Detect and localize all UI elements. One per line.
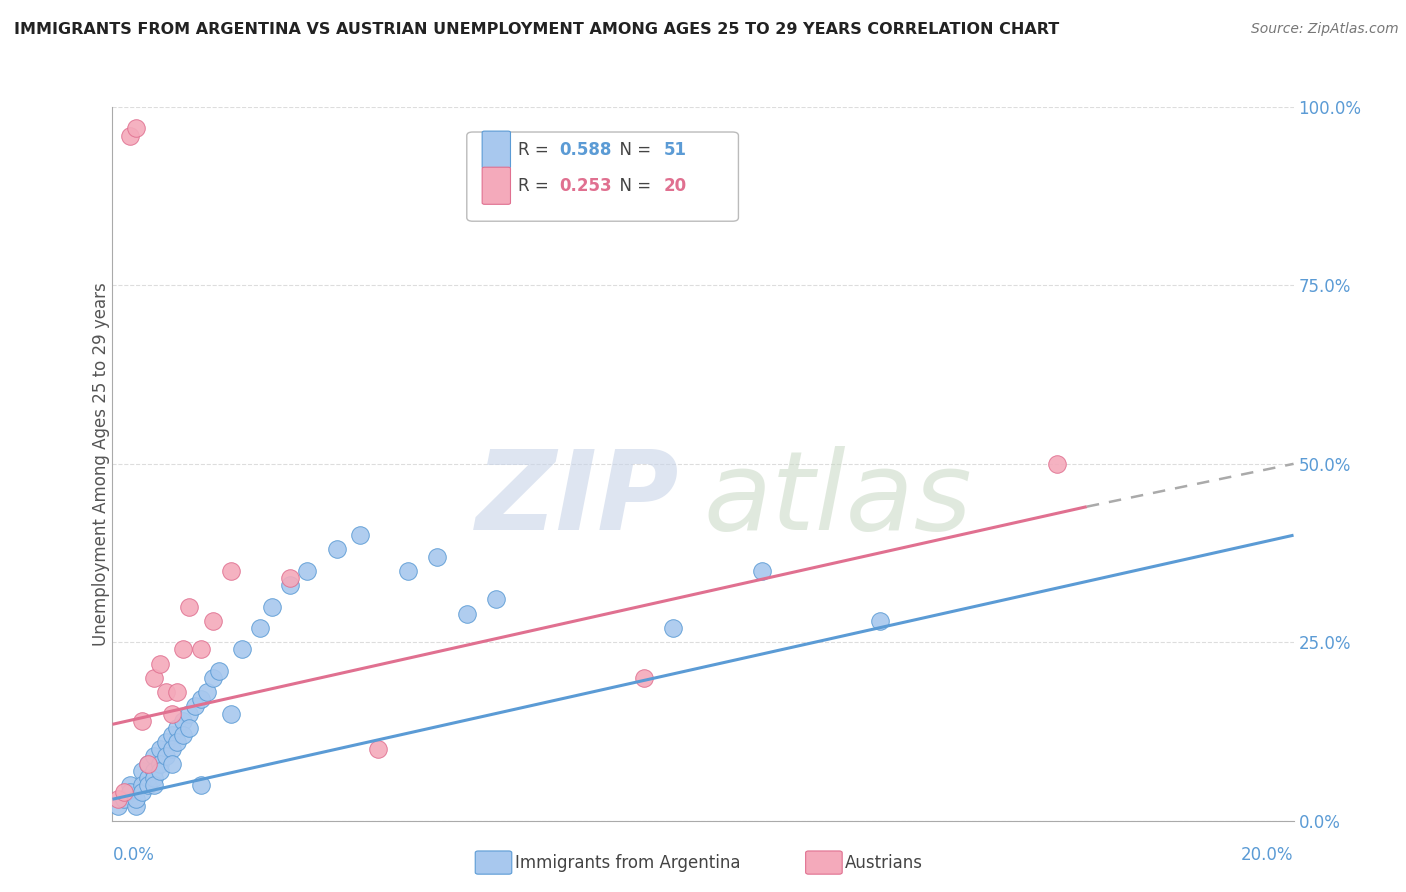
- Point: [107, 792, 129, 806]
- Point: [155, 749, 177, 764]
- Point: [396, 564, 419, 578]
- Point: [155, 735, 177, 749]
- Point: [136, 756, 159, 771]
- Point: [155, 685, 177, 699]
- Point: [1046, 457, 1069, 471]
- Point: [120, 778, 142, 792]
- Point: [125, 792, 148, 806]
- Point: [107, 799, 129, 814]
- Point: [142, 778, 165, 792]
- Point: [349, 528, 371, 542]
- Point: [160, 742, 183, 756]
- Point: [131, 714, 153, 728]
- Text: R =: R =: [517, 141, 554, 159]
- Point: [179, 721, 201, 735]
- FancyBboxPatch shape: [467, 132, 738, 221]
- Point: [426, 549, 449, 564]
- Text: 0.588: 0.588: [560, 141, 612, 159]
- Point: [633, 671, 655, 685]
- Text: atlas: atlas: [703, 446, 972, 553]
- Text: Austrians: Austrians: [845, 854, 922, 871]
- Text: 0.253: 0.253: [560, 177, 612, 194]
- Point: [112, 792, 135, 806]
- FancyBboxPatch shape: [482, 131, 510, 169]
- Point: [131, 764, 153, 778]
- Text: 20: 20: [664, 177, 688, 194]
- Point: [219, 706, 242, 721]
- Point: [869, 614, 891, 628]
- Point: [367, 742, 389, 756]
- Point: [485, 592, 508, 607]
- Point: [195, 685, 218, 699]
- Text: Immigrants from Argentina: Immigrants from Argentina: [515, 854, 740, 871]
- Point: [125, 121, 148, 136]
- Text: R =: R =: [517, 177, 554, 194]
- Point: [201, 614, 224, 628]
- Point: [326, 542, 349, 557]
- Point: [166, 721, 188, 735]
- Point: [149, 764, 172, 778]
- Point: [190, 642, 212, 657]
- Point: [184, 699, 207, 714]
- Point: [112, 785, 135, 799]
- Point: [219, 564, 242, 578]
- Y-axis label: Unemployment Among Ages 25 to 29 years: Unemployment Among Ages 25 to 29 years: [93, 282, 110, 646]
- Point: [136, 778, 159, 792]
- Point: [136, 771, 159, 785]
- Point: [297, 564, 319, 578]
- Point: [160, 706, 183, 721]
- Point: [179, 599, 201, 614]
- Point: [260, 599, 283, 614]
- Point: [208, 664, 231, 678]
- Point: [125, 799, 148, 814]
- Text: 0.0%: 0.0%: [112, 846, 155, 863]
- Point: [172, 642, 194, 657]
- Point: [160, 756, 183, 771]
- Point: [190, 692, 212, 706]
- Point: [131, 785, 153, 799]
- Text: 51: 51: [664, 141, 688, 159]
- Point: [751, 564, 773, 578]
- Point: [136, 756, 159, 771]
- Text: N =: N =: [609, 177, 655, 194]
- Point: [179, 706, 201, 721]
- Point: [172, 728, 194, 742]
- Point: [249, 621, 271, 635]
- Point: [142, 771, 165, 785]
- Point: [142, 749, 165, 764]
- Point: [662, 621, 685, 635]
- Point: [172, 714, 194, 728]
- Text: Source: ZipAtlas.com: Source: ZipAtlas.com: [1251, 22, 1399, 37]
- Point: [231, 642, 253, 657]
- Point: [278, 578, 301, 592]
- Point: [160, 728, 183, 742]
- Point: [149, 742, 172, 756]
- Text: 20.0%: 20.0%: [1241, 846, 1294, 863]
- Point: [142, 671, 165, 685]
- Point: [166, 685, 188, 699]
- Point: [278, 571, 301, 585]
- Point: [120, 785, 142, 799]
- Point: [120, 128, 142, 143]
- Text: IMMIGRANTS FROM ARGENTINA VS AUSTRIAN UNEMPLOYMENT AMONG AGES 25 TO 29 YEARS COR: IMMIGRANTS FROM ARGENTINA VS AUSTRIAN UN…: [14, 22, 1059, 37]
- FancyBboxPatch shape: [482, 167, 510, 204]
- Point: [131, 778, 153, 792]
- Point: [149, 657, 172, 671]
- Point: [456, 607, 478, 621]
- Point: [190, 778, 212, 792]
- Point: [142, 764, 165, 778]
- Text: N =: N =: [609, 141, 655, 159]
- Point: [166, 735, 188, 749]
- Text: ZIP: ZIP: [475, 446, 679, 553]
- Point: [149, 756, 172, 771]
- Point: [201, 671, 224, 685]
